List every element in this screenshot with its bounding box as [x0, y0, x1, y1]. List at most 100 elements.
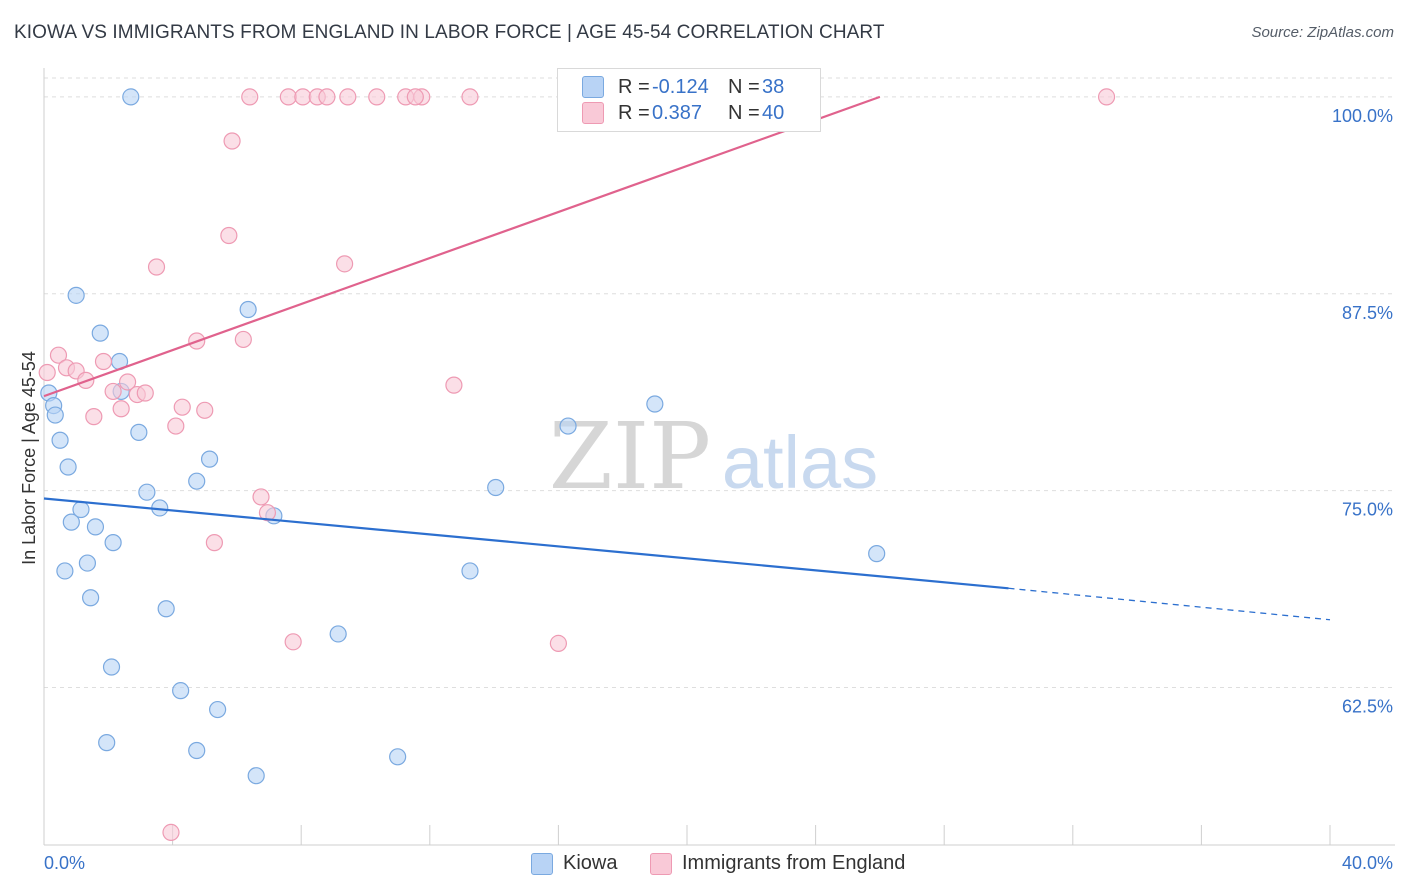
england-point-39 [406, 88, 424, 106]
england-point-9 [118, 373, 137, 391]
kiowa-trendline-extension [1008, 587, 1331, 621]
kiowa-point-9 [56, 562, 74, 580]
y-axis-label: In Labor Force | Age 45-54 [19, 351, 39, 565]
kiowa-point-31 [329, 625, 347, 643]
y-tick-label-2: 87.5% [1342, 303, 1393, 323]
england-point-30 [339, 88, 357, 106]
kiowa-point-8 [78, 554, 97, 572]
england-point-24 [279, 88, 297, 106]
kiowa-point-24 [188, 472, 206, 490]
england-n-label: N = [728, 101, 760, 124]
kiowa-point-27 [209, 700, 227, 719]
kiowa-point-16 [102, 658, 121, 676]
kiowa-r-label: R = [618, 75, 650, 98]
watermark-atlas: atlas [722, 421, 878, 504]
england-point-13 [167, 417, 185, 435]
england-point-8 [112, 400, 130, 418]
kiowa-series [40, 88, 886, 785]
legend-item-england[interactable]: Immigrants from England [650, 852, 905, 875]
kiowa-legend-swatch [531, 852, 553, 875]
kiowa-point-6 [67, 286, 85, 304]
england-point-7 [104, 382, 122, 401]
legend-row-england: R = 0.387 N = 40 [582, 101, 784, 125]
england-point-26 [294, 88, 312, 106]
kiowa-point-32 [389, 748, 407, 766]
kiowa-point-7 [72, 500, 90, 519]
kiowa-point-33 [461, 562, 479, 580]
kiowa-n-label: N = [728, 75, 760, 98]
kiowa-point-34 [487, 478, 505, 497]
kiowa-point-12 [91, 324, 109, 342]
kiowa-point-11 [86, 518, 105, 536]
england-point-29 [336, 255, 354, 273]
series-legend: Kiowa Immigrants from England [0, 852, 1406, 878]
legend-row-kiowa: R = -0.124 N = 38 [582, 75, 784, 99]
kiowa-point-26 [200, 450, 219, 468]
kiowa-point-35 [559, 417, 577, 435]
england-point-6 [94, 352, 113, 371]
kiowa-legend-label: Kiowa [563, 852, 618, 874]
kiowa-point-19 [130, 423, 148, 441]
england-point-11 [136, 384, 154, 402]
kiowa-point-18 [122, 88, 140, 106]
england-point-20 [234, 330, 252, 349]
gridlines [44, 77, 1395, 689]
england-point-34 [445, 376, 463, 394]
england-point-0 [38, 363, 56, 382]
kiowa-point-25 [188, 741, 206, 760]
kiowa-point-36 [646, 395, 664, 413]
trendlines [43, 95, 1331, 621]
kiowa-swatch [582, 76, 604, 98]
legend-item-kiowa[interactable]: Kiowa [531, 852, 617, 875]
kiowa-point-3 [51, 431, 69, 449]
england-point-18 [220, 226, 238, 245]
source-label: Source: ZipAtlas.com [1251, 24, 1394, 41]
kiowa-point-28 [239, 300, 257, 319]
kiowa-point-29 [247, 767, 265, 785]
england-trendline [43, 95, 881, 398]
watermark-zip: ZIP [549, 403, 711, 510]
chart-title: KIOWA VS IMMIGRANTS FROM ENGLAND IN LABO… [14, 22, 885, 43]
england-n-value: 40 [762, 101, 785, 124]
england-r-label: R = [618, 101, 650, 124]
tick-labels: 62.5% 75.0% 87.5% 100.0% 0.0% 40.0% [44, 106, 1393, 873]
england-point-36 [549, 634, 568, 653]
kiowa-point-17 [98, 734, 116, 752]
england-point-37 [1097, 88, 1116, 106]
kiowa-point-37 [868, 545, 886, 563]
england-point-22 [252, 488, 270, 506]
x-tick-label-min: 0.0% [44, 853, 85, 873]
kiowa-point-10 [82, 589, 100, 607]
england-point-38 [162, 823, 180, 842]
y-tick-label-1: 75.0% [1342, 500, 1393, 520]
england-point-31 [368, 88, 386, 106]
kiowa-point-13 [104, 534, 122, 552]
england-point-19 [223, 132, 241, 150]
kiowa-point-2 [46, 406, 64, 424]
y-tick-label-3: 100.0% [1332, 106, 1393, 126]
kiowa-point-23 [172, 682, 190, 700]
kiowa-trendline [43, 497, 1009, 590]
england-point-17 [205, 534, 223, 552]
england-point-28 [318, 88, 336, 106]
england-series [38, 88, 1116, 842]
england-point-5 [85, 408, 103, 426]
england-point-1 [49, 346, 68, 364]
england-point-16 [196, 401, 214, 419]
england-legend-swatch [650, 852, 672, 875]
england-point-21 [241, 88, 259, 106]
england-swatch [582, 102, 604, 124]
england-point-35 [461, 88, 479, 106]
stats-legend: R = -0.124 N = 38 R = 0.387 N = 40 [557, 68, 821, 132]
england-point-25 [284, 633, 302, 651]
kiowa-n-value: 38 [762, 75, 785, 98]
england-point-23 [258, 504, 277, 522]
kiowa-point-5 [62, 513, 80, 531]
x-tick-label-max: 40.0% [1342, 853, 1393, 873]
england-point-12 [147, 258, 166, 276]
kiowa-point-4 [59, 458, 77, 476]
axes [43, 68, 1395, 846]
kiowa-point-22 [157, 600, 175, 618]
england-legend-label: Immigrants from England [682, 852, 906, 874]
